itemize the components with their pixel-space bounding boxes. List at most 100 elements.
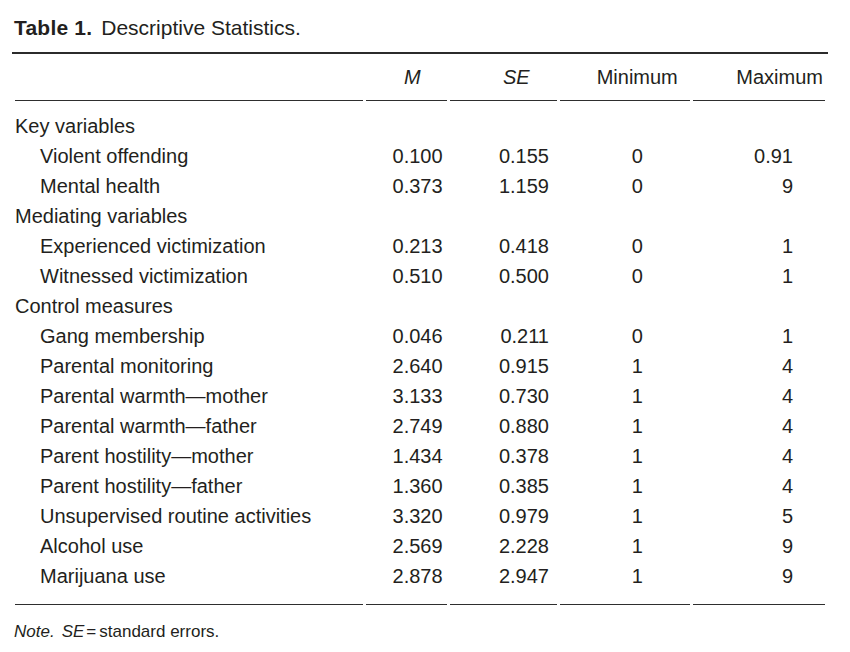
maximum-value: 4 bbox=[693, 411, 825, 441]
variable-label: Parental monitoring bbox=[15, 351, 363, 381]
note-definition: standard errors. bbox=[99, 622, 219, 641]
minimum-value: 1 bbox=[560, 561, 690, 605]
variable-label: Gang membership bbox=[15, 321, 363, 351]
mean-value: 0.213 bbox=[366, 231, 446, 261]
minimum-value: 0 bbox=[560, 231, 690, 261]
maximum-value: 5 bbox=[693, 501, 825, 531]
table-note: Note. SE=standard errors. bbox=[14, 622, 828, 642]
section-row: Key variables bbox=[15, 101, 825, 141]
minimum-value: 1 bbox=[560, 381, 690, 411]
se-value: 0.500 bbox=[450, 261, 557, 291]
se-value: 0.385 bbox=[450, 471, 557, 501]
mean-value: 2.640 bbox=[366, 351, 446, 381]
section-label: Key variables bbox=[15, 101, 825, 141]
se-value: 1.159 bbox=[450, 171, 557, 201]
maximum-value: 1 bbox=[693, 321, 825, 351]
table-row: Mental health0.3731.15909 bbox=[15, 171, 825, 201]
maximum-value: 4 bbox=[693, 381, 825, 411]
header-row: M SE Minimum Maximum bbox=[15, 54, 825, 101]
maximum-value: 9 bbox=[693, 561, 825, 605]
minimum-value: 1 bbox=[560, 351, 690, 381]
mean-value: 1.434 bbox=[366, 441, 446, 471]
header-standard-error: SE bbox=[450, 54, 557, 101]
table-title: Table 1. Descriptive Statistics. bbox=[14, 15, 828, 41]
variable-label: Mental health bbox=[15, 171, 363, 201]
mean-value: 0.373 bbox=[366, 171, 446, 201]
table-row: Unsupervised routine activities3.3200.97… bbox=[15, 501, 825, 531]
note-se-term: SE bbox=[62, 622, 85, 641]
table-row: Parental monitoring2.6400.91514 bbox=[15, 351, 825, 381]
section-row: Control measures bbox=[15, 291, 825, 321]
table-body: Key variablesViolent offending0.1000.155… bbox=[15, 101, 825, 605]
mean-value: 0.510 bbox=[366, 261, 446, 291]
se-value: 0.880 bbox=[450, 411, 557, 441]
maximum-value: 9 bbox=[693, 171, 825, 201]
maximum-value: 1 bbox=[693, 231, 825, 261]
table-row: Alcohol use2.5692.22819 bbox=[15, 531, 825, 561]
minimum-value: 1 bbox=[560, 411, 690, 441]
minimum-value: 1 bbox=[560, 471, 690, 501]
minimum-value: 1 bbox=[560, 441, 690, 471]
table-row: Parental warmth—father2.7490.88014 bbox=[15, 411, 825, 441]
table-row: Experienced victimization0.2130.41801 bbox=[15, 231, 825, 261]
table-row: Marijuana use2.8782.94719 bbox=[15, 561, 825, 605]
mean-value: 1.360 bbox=[366, 471, 446, 501]
variable-label: Witnessed victimization bbox=[15, 261, 363, 291]
se-value: 0.211 bbox=[450, 321, 557, 351]
se-value: 0.155 bbox=[450, 141, 557, 171]
se-value: 0.915 bbox=[450, 351, 557, 381]
se-value: 2.228 bbox=[450, 531, 557, 561]
variable-label: Alcohol use bbox=[15, 531, 363, 561]
section-label: Control measures bbox=[15, 291, 825, 321]
mean-value: 0.046 bbox=[366, 321, 446, 351]
note-label: Note. bbox=[14, 622, 55, 641]
variable-label: Unsupervised routine activities bbox=[15, 501, 363, 531]
se-value: 0.979 bbox=[450, 501, 557, 531]
minimum-value: 0 bbox=[560, 141, 690, 171]
mean-value: 2.878 bbox=[366, 561, 446, 605]
minimum-value: 1 bbox=[560, 501, 690, 531]
variable-label: Parental warmth—father bbox=[15, 411, 363, 441]
minimum-value: 0 bbox=[560, 171, 690, 201]
header-mean: M bbox=[366, 54, 446, 101]
minimum-value: 0 bbox=[560, 261, 690, 291]
se-value: 0.418 bbox=[450, 231, 557, 261]
header-spacer bbox=[15, 54, 363, 101]
variable-label: Marijuana use bbox=[15, 561, 363, 605]
header-maximum: Maximum bbox=[693, 54, 825, 101]
table-row: Parent hostility—father1.3600.38514 bbox=[15, 471, 825, 501]
minimum-value: 1 bbox=[560, 531, 690, 561]
variable-label: Parental warmth—mother bbox=[15, 381, 363, 411]
table-number: Table 1. bbox=[14, 16, 92, 39]
maximum-value: 4 bbox=[693, 351, 825, 381]
mean-value: 2.569 bbox=[366, 531, 446, 561]
table-row: Violent offending0.1000.15500.91 bbox=[15, 141, 825, 171]
maximum-value: 4 bbox=[693, 441, 825, 471]
paper-table-figure: Table 1. Descriptive Statistics. M SE Min… bbox=[0, 0, 850, 642]
section-label: Mediating variables bbox=[15, 201, 825, 231]
table-row: Parental warmth—mother3.1330.73014 bbox=[15, 381, 825, 411]
section-row: Mediating variables bbox=[15, 201, 825, 231]
maximum-value: 0.91 bbox=[693, 141, 825, 171]
note-equals: = bbox=[86, 622, 96, 641]
table-row: Parent hostility—mother1.4340.37814 bbox=[15, 441, 825, 471]
variable-label: Parent hostility—father bbox=[15, 471, 363, 501]
se-value: 2.947 bbox=[450, 561, 557, 605]
variable-label: Violent offending bbox=[15, 141, 363, 171]
variable-label: Parent hostility—mother bbox=[15, 441, 363, 471]
table-caption: Descriptive Statistics. bbox=[101, 16, 301, 39]
se-value: 0.730 bbox=[450, 381, 557, 411]
descriptive-statistics-table: M SE Minimum Maximum Key variablesViolen… bbox=[12, 54, 828, 605]
maximum-value: 1 bbox=[693, 261, 825, 291]
mean-value: 2.749 bbox=[366, 411, 446, 441]
mean-value: 3.133 bbox=[366, 381, 446, 411]
maximum-value: 4 bbox=[693, 471, 825, 501]
mean-value: 0.100 bbox=[366, 141, 446, 171]
variable-label: Experienced victimization bbox=[15, 231, 363, 261]
header-minimum: Minimum bbox=[560, 54, 690, 101]
mean-value: 3.320 bbox=[366, 501, 446, 531]
minimum-value: 0 bbox=[560, 321, 690, 351]
table-row: Gang membership0.0460.21101 bbox=[15, 321, 825, 351]
table-row: Witnessed victimization0.5100.50001 bbox=[15, 261, 825, 291]
maximum-value: 9 bbox=[693, 531, 825, 561]
